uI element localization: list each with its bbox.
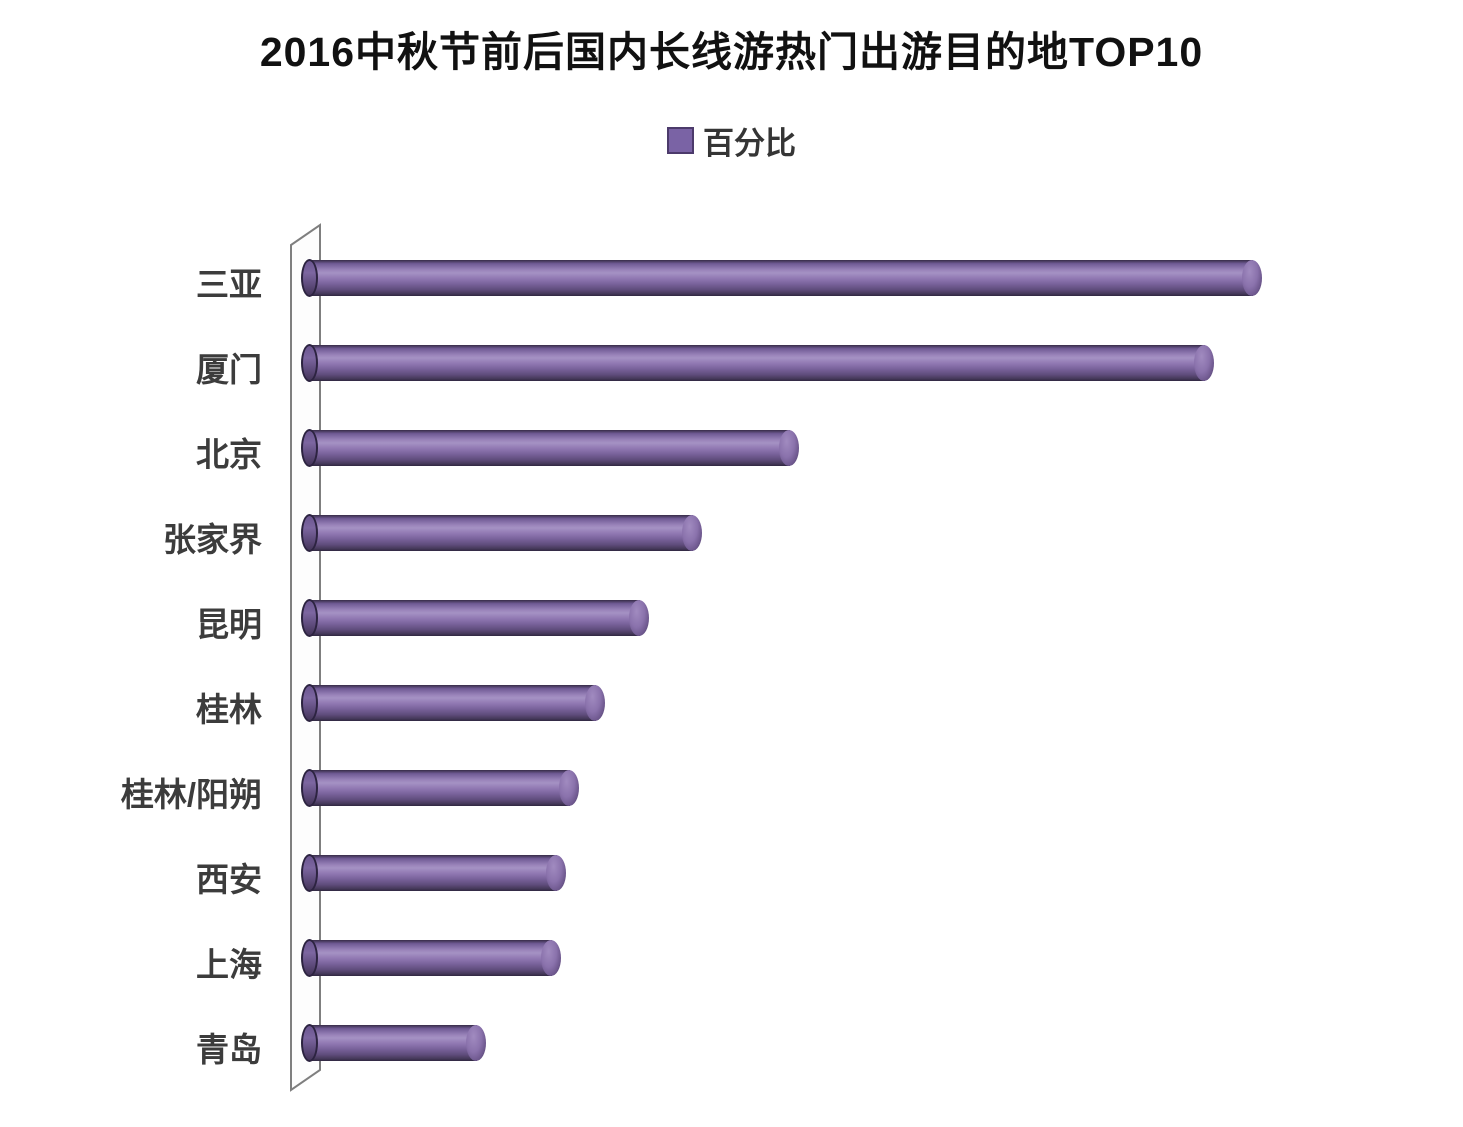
bar-三亚 <box>301 259 1262 297</box>
bar-青岛 <box>301 1024 486 1062</box>
legend: 百分比 <box>0 118 1463 163</box>
bar-row: 桂林/阳朔 <box>0 769 1463 822</box>
bar-cap-left <box>301 259 318 297</box>
bar-桂林 <box>301 684 605 722</box>
bar-body <box>308 855 557 891</box>
bar-cap-right <box>559 770 579 806</box>
bar-西安 <box>301 854 566 892</box>
bar-row: 北京 <box>0 429 1463 482</box>
bar-row: 上海 <box>0 939 1463 992</box>
bar-厦门 <box>301 344 1214 382</box>
category-label: 桂林 <box>196 691 262 728</box>
category-label: 桂林/阳朔 <box>120 776 262 813</box>
bar-cap-right <box>466 1025 486 1061</box>
bar-上海 <box>301 939 561 977</box>
bar-cap-left <box>301 854 318 892</box>
bar-昆明 <box>301 599 649 637</box>
bar-cap-right <box>779 430 799 466</box>
bar-body <box>308 770 570 806</box>
legend-label: 百分比 <box>703 126 796 161</box>
category-label: 张家界 <box>163 521 262 558</box>
bar-cap-left <box>301 1024 318 1062</box>
bar-body <box>308 345 1205 381</box>
bar-cap-left <box>301 429 318 467</box>
bar-row: 桂林 <box>0 684 1463 737</box>
category-label: 西安 <box>196 861 262 898</box>
bar-body <box>308 430 790 466</box>
bar-cap-left <box>301 344 318 382</box>
bar-cap-right <box>629 600 649 636</box>
bar-row: 西安 <box>0 854 1463 907</box>
bar-row: 青岛 <box>0 1024 1463 1077</box>
bar-body <box>308 600 640 636</box>
bar-row: 厦门 <box>0 344 1463 397</box>
bar-cap-left <box>301 684 318 722</box>
bar-cap-left <box>301 514 318 552</box>
bar-cap-right <box>682 515 702 551</box>
bar-cap-right <box>585 685 605 721</box>
bar-body <box>308 260 1253 296</box>
bar-row: 昆明 <box>0 599 1463 652</box>
bar-cap-right <box>546 855 566 891</box>
bar-body <box>308 515 693 551</box>
chart-title: 2016中秋节前后国内长线游热门出游目的地TOP10 <box>259 29 1204 75</box>
bar-body <box>308 940 552 976</box>
category-label: 厦门 <box>196 351 262 388</box>
bar-cap-right <box>1194 345 1214 381</box>
bar-北京 <box>301 429 799 467</box>
bar-row: 三亚 <box>0 259 1463 312</box>
bar-cap-left <box>301 769 318 807</box>
category-label: 青岛 <box>196 1031 262 1068</box>
category-label: 北京 <box>196 436 262 473</box>
bar-桂林/阳朔 <box>301 769 579 807</box>
bar-cap-left <box>301 939 318 977</box>
bar-张家界 <box>301 514 702 552</box>
bar-body <box>308 1025 477 1061</box>
category-label: 昆明 <box>196 606 262 643</box>
category-label: 上海 <box>196 946 262 983</box>
bar-row: 张家界 <box>0 514 1463 567</box>
category-label: 三亚 <box>196 266 262 303</box>
legend-marker-icon <box>667 127 694 154</box>
bar-cap-right <box>1242 260 1262 296</box>
bar-cap-right <box>541 940 561 976</box>
bar-body <box>308 685 596 721</box>
bar-cap-left <box>301 599 318 637</box>
